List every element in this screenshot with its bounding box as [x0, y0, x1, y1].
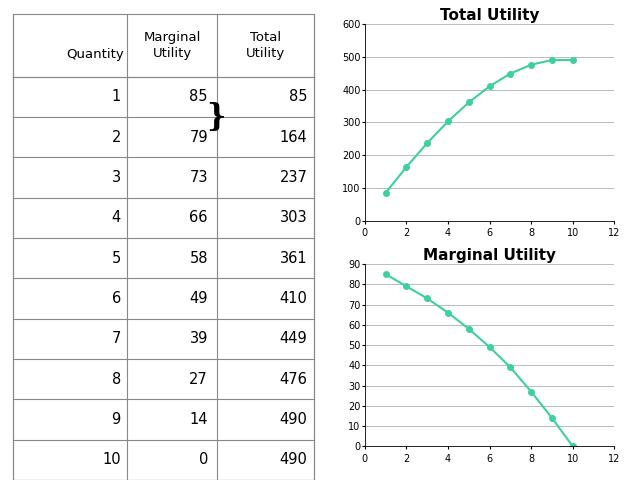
Text: 5: 5 — [111, 251, 121, 266]
Title: Total Utility: Total Utility — [440, 8, 540, 23]
Text: 0: 0 — [198, 452, 208, 468]
Text: 85: 85 — [189, 89, 208, 105]
Text: 7: 7 — [111, 331, 121, 347]
Text: 3: 3 — [111, 170, 121, 185]
Text: 9: 9 — [111, 412, 121, 427]
Text: 490: 490 — [280, 412, 307, 427]
Text: 8: 8 — [111, 372, 121, 387]
Text: 14: 14 — [189, 412, 208, 427]
Text: 66: 66 — [189, 210, 208, 226]
Text: 164: 164 — [280, 130, 307, 145]
Text: 361: 361 — [280, 251, 307, 266]
Text: Marginal
Utility: Marginal Utility — [143, 31, 201, 60]
Text: 4: 4 — [111, 210, 121, 226]
Text: }: } — [206, 102, 225, 132]
Text: 49: 49 — [189, 291, 208, 306]
Text: 39: 39 — [189, 331, 208, 347]
Text: 237: 237 — [280, 170, 307, 185]
Text: 410: 410 — [280, 291, 307, 306]
Text: 10: 10 — [102, 452, 121, 468]
Text: 449: 449 — [280, 331, 307, 347]
Text: 58: 58 — [189, 251, 208, 266]
Text: 79: 79 — [189, 130, 208, 145]
Text: Total
Utility: Total Utility — [246, 31, 285, 60]
Text: 6: 6 — [111, 291, 121, 306]
Text: 476: 476 — [280, 372, 307, 387]
Title: Marginal Utility: Marginal Utility — [423, 248, 556, 263]
Text: 1: 1 — [111, 89, 121, 105]
Text: 85: 85 — [289, 89, 307, 105]
Text: Quantity: Quantity — [67, 48, 125, 61]
Text: 2: 2 — [111, 130, 121, 145]
Text: 303: 303 — [280, 210, 307, 226]
Text: 27: 27 — [189, 372, 208, 387]
Text: 490: 490 — [280, 452, 307, 468]
Text: 73: 73 — [189, 170, 208, 185]
